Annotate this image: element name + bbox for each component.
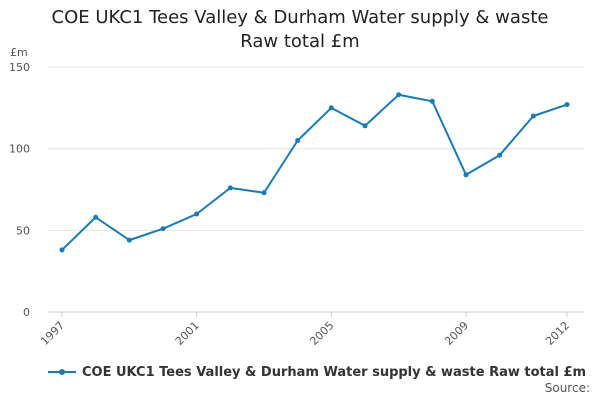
y-axis-ticks: 0 50 100 150 (9, 61, 30, 319)
chart-title-line-2: Raw total £m (240, 31, 360, 52)
data-point[interactable] (160, 226, 166, 232)
chart-title-line-1: COE UKC1 Tees Valley & Durham Water supp… (51, 7, 549, 28)
gridlines (48, 66, 584, 313)
x-tick-label: 2012 (543, 319, 572, 348)
data-point[interactable] (295, 138, 301, 143)
data-point[interactable] (362, 123, 368, 129)
x-tick-label: 2009 (442, 319, 471, 348)
y-tick-label: 50 (16, 224, 30, 237)
x-tick-label: 2001 (173, 319, 202, 348)
series-line (61, 93, 568, 251)
source-label: Source: (544, 381, 590, 395)
data-point[interactable] (59, 247, 65, 253)
data-point[interactable] (530, 113, 536, 119)
y-axis-label: £m (10, 46, 28, 59)
data-point[interactable] (463, 172, 469, 178)
y-tick-label: 100 (9, 143, 30, 156)
data-point[interactable] (93, 214, 99, 220)
data-point[interactable] (497, 152, 503, 158)
data-point[interactable] (126, 237, 132, 243)
x-tick-label: 2005 (307, 319, 336, 348)
y-tick-label: 0 (23, 306, 30, 319)
data-point[interactable] (227, 185, 233, 191)
data-point[interactable] (429, 98, 435, 104)
data-point[interactable] (328, 105, 334, 111)
chart-title: COE UKC1 Tees Valley & Durham Water supp… (0, 6, 600, 54)
data-point[interactable] (261, 190, 267, 196)
series-group (59, 92, 570, 253)
x-axis-ticks: 1997 2001 2005 2009 2012 (38, 312, 572, 348)
legend[interactable]: COE UKC1 Tees Valley & Durham Water supp… (48, 362, 586, 382)
legend-label: COE UKC1 Tees Valley & Durham Water supp… (82, 364, 587, 380)
data-point[interactable] (564, 102, 570, 108)
x-tick-label: 1997 (38, 319, 67, 348)
data-point[interactable] (396, 92, 402, 98)
legend-swatch-icon (48, 366, 76, 378)
data-point[interactable] (194, 211, 200, 217)
y-tick-label: 150 (9, 61, 30, 74)
